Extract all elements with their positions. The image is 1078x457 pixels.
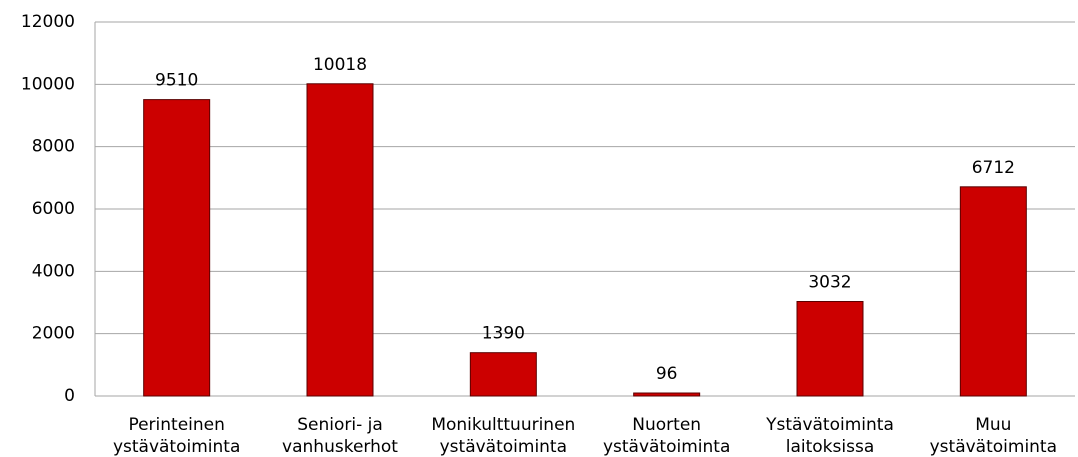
x-tick-label: laitoksissa bbox=[786, 437, 875, 457]
y-tick-label: 2000 bbox=[32, 324, 75, 344]
x-tick-label: Monikulttuurinen bbox=[431, 415, 575, 435]
bar bbox=[143, 99, 211, 397]
x-tick-label: Ystävätoiminta bbox=[765, 415, 894, 435]
bar bbox=[469, 352, 537, 397]
y-tick-label: 6000 bbox=[32, 199, 75, 219]
x-tick-label: Seniori- ja bbox=[297, 415, 383, 435]
x-tick-label: Perinteinen bbox=[128, 415, 224, 435]
x-tick-label: ystävätoiminta bbox=[603, 437, 730, 457]
bar bbox=[796, 301, 864, 397]
y-tick-label: 8000 bbox=[32, 137, 75, 157]
data-label: 10018 bbox=[313, 55, 367, 75]
x-tick-label: Nuorten bbox=[632, 415, 701, 435]
bar bbox=[959, 186, 1027, 397]
y-tick-label: 12000 bbox=[21, 12, 75, 32]
y-tick-label: 0 bbox=[64, 386, 75, 406]
x-tick-label: ystävätoiminta bbox=[113, 437, 240, 457]
x-tick-label: ystävätoiminta bbox=[440, 437, 567, 457]
x-tick-label: ystävätoiminta bbox=[930, 437, 1057, 457]
data-label: 96 bbox=[656, 364, 678, 384]
y-tick-label: 10000 bbox=[21, 74, 75, 94]
data-label: 9510 bbox=[155, 71, 198, 91]
data-label: 3032 bbox=[808, 273, 851, 293]
data-label: 6712 bbox=[972, 158, 1015, 178]
data-label: 1390 bbox=[482, 324, 525, 344]
x-tick-label: vanhuskerhot bbox=[282, 437, 398, 457]
y-tick-label: 4000 bbox=[32, 261, 75, 281]
bar bbox=[306, 83, 374, 397]
bar bbox=[633, 392, 701, 397]
x-tick-label: Muu bbox=[975, 415, 1011, 435]
